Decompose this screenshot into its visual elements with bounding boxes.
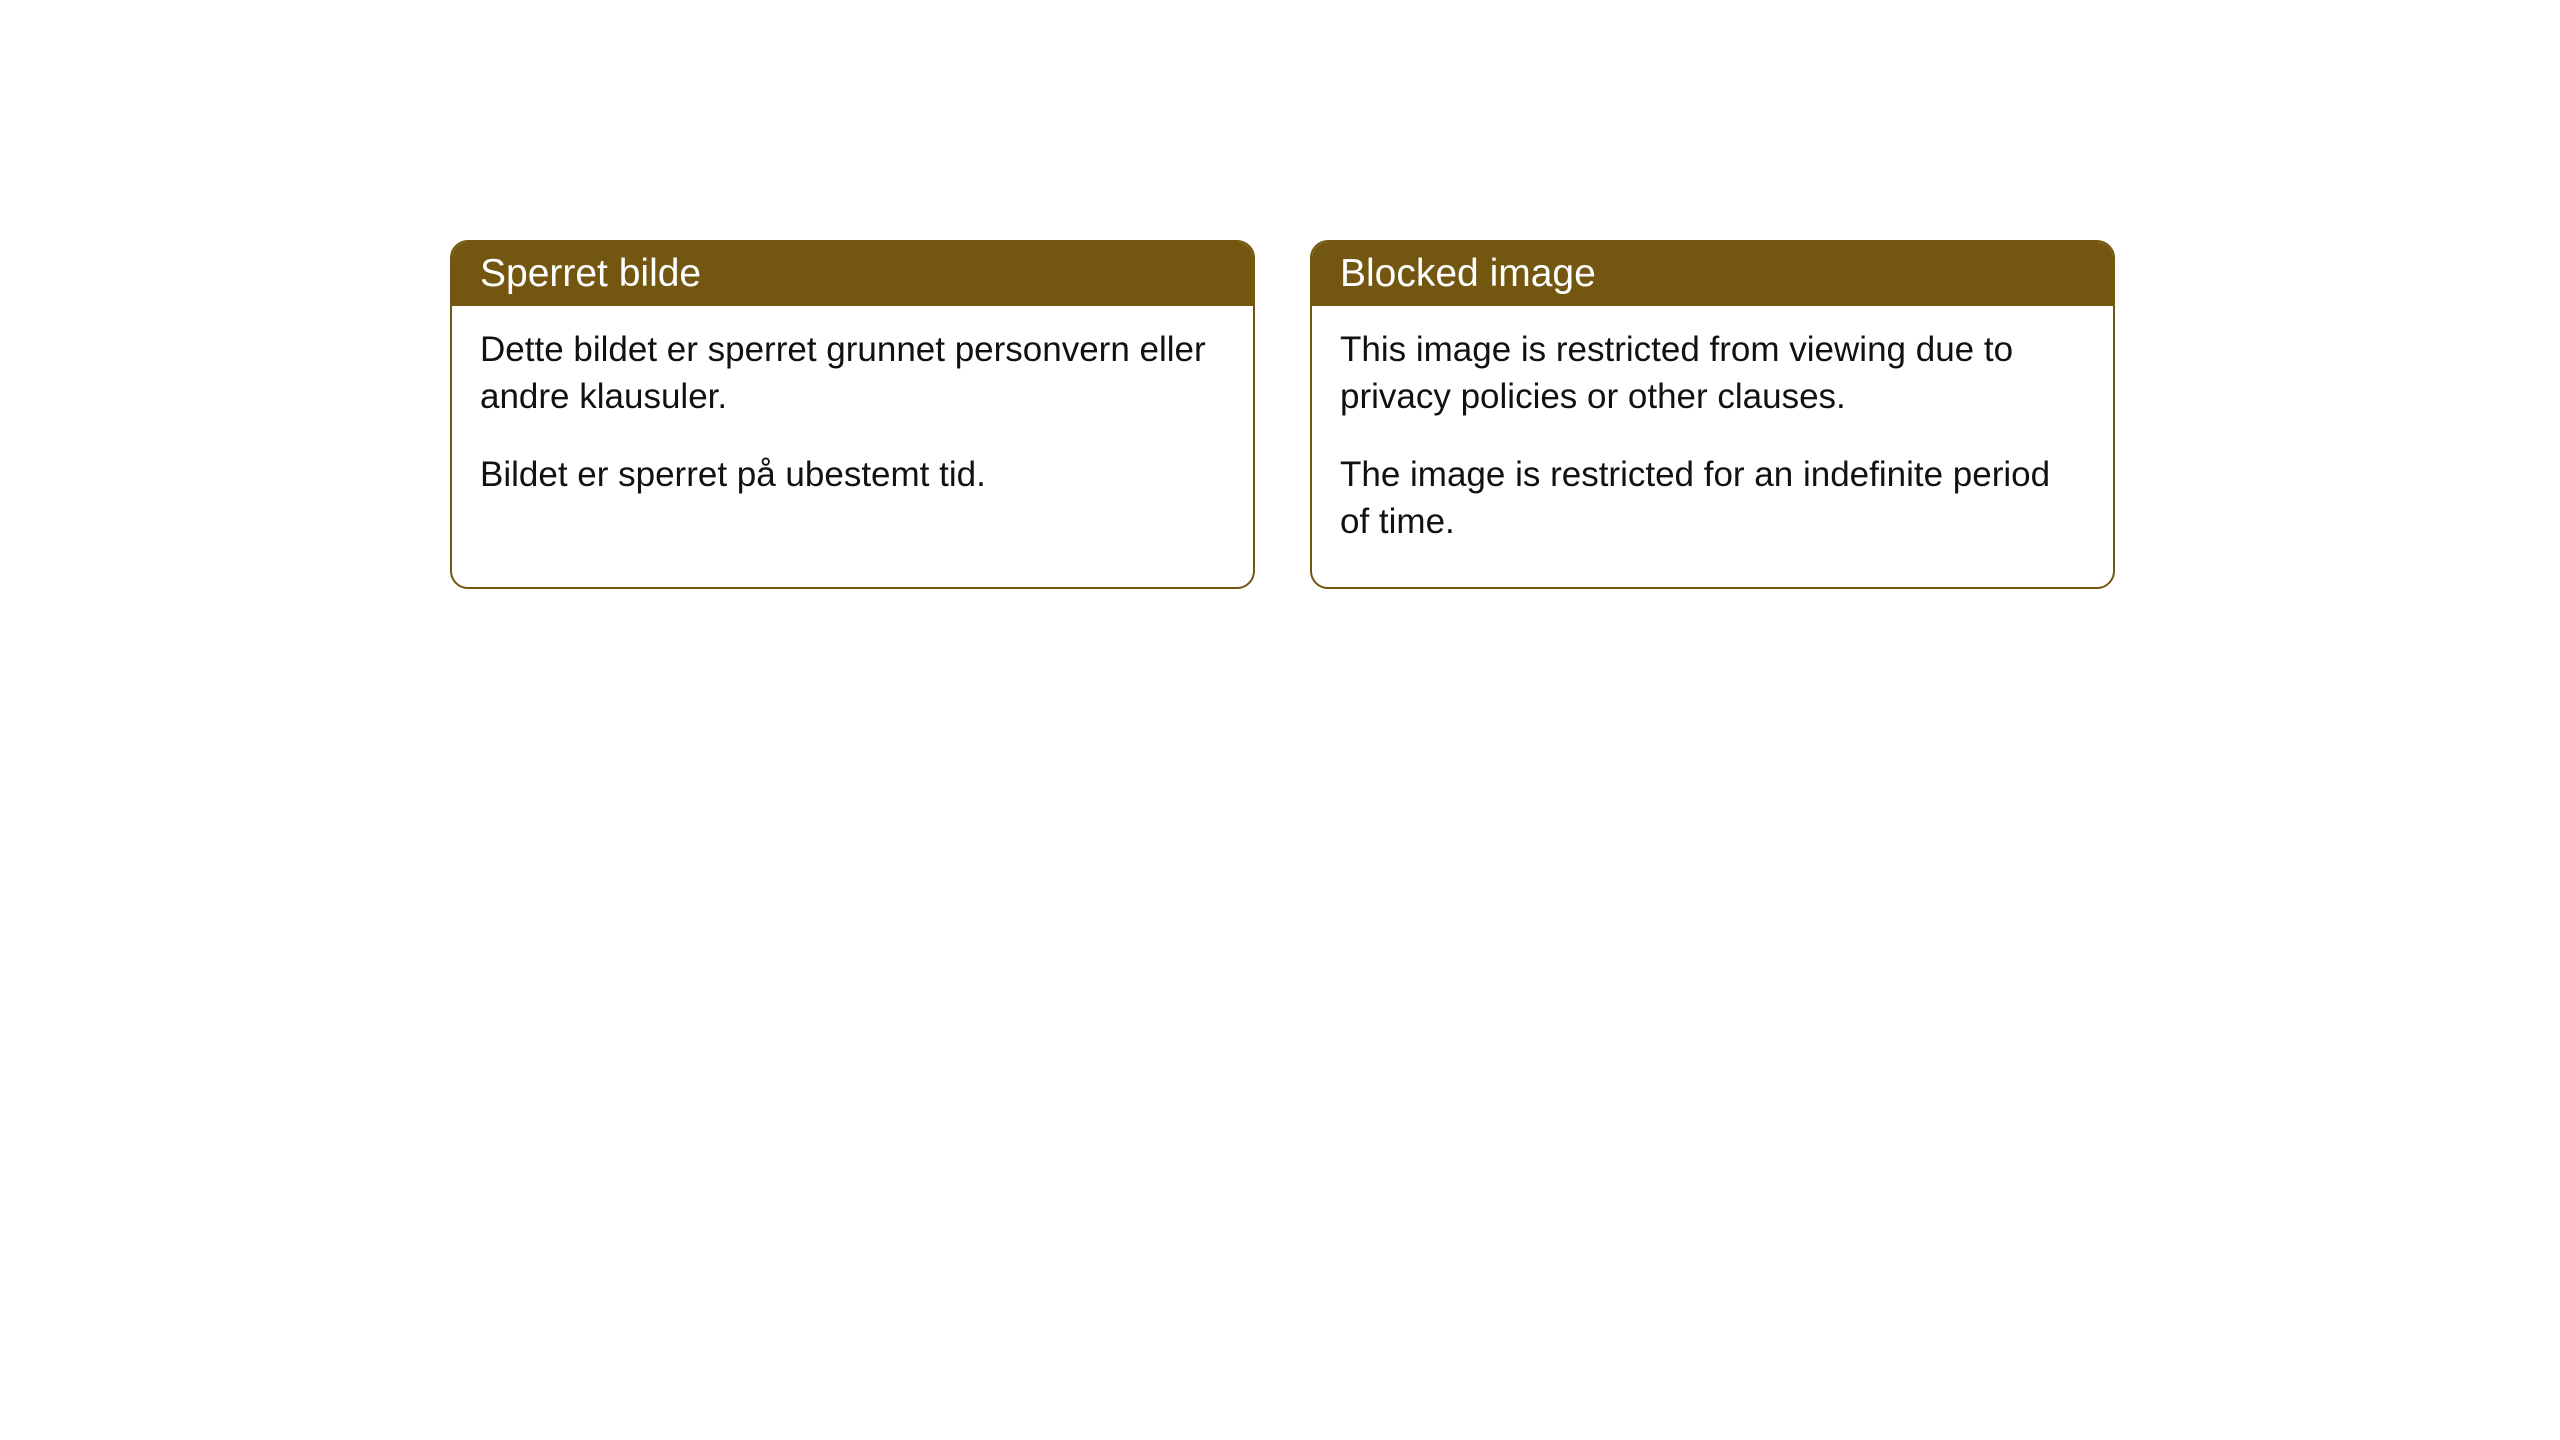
blocked-image-card-english: Blocked image This image is restricted f…	[1310, 240, 2115, 589]
card-text-paragraph: The image is restricted for an indefinit…	[1340, 451, 2085, 546]
card-text-paragraph: This image is restricted from viewing du…	[1340, 326, 2085, 421]
card-text-paragraph: Bildet er sperret på ubestemt tid.	[480, 451, 1225, 498]
card-text-paragraph: Dette bildet er sperret grunnet personve…	[480, 326, 1225, 421]
card-body: Dette bildet er sperret grunnet personve…	[452, 306, 1253, 540]
card-header: Sperret bilde	[452, 242, 1253, 306]
blocked-image-card-norwegian: Sperret bilde Dette bildet er sperret gr…	[450, 240, 1255, 589]
card-body: This image is restricted from viewing du…	[1312, 306, 2113, 587]
card-header: Blocked image	[1312, 242, 2113, 306]
notice-cards-container: Sperret bilde Dette bildet er sperret gr…	[0, 0, 2560, 589]
